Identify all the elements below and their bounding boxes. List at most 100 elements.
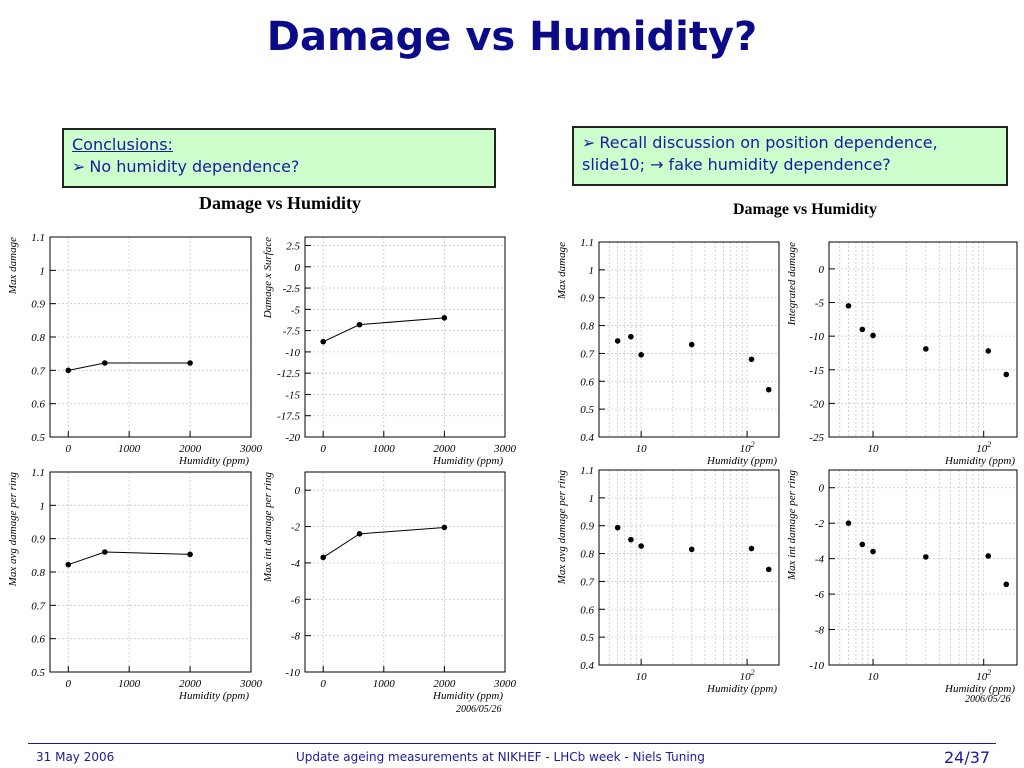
data-point	[845, 520, 852, 526]
data-point	[320, 338, 326, 345]
grid-lines	[828, 242, 1018, 438]
y-tick-label: 0.7	[31, 600, 45, 612]
x-tick-label: 3000	[239, 678, 263, 690]
data-point	[102, 549, 108, 555]
y-axis-title: Max damage	[556, 242, 568, 300]
data-point	[356, 321, 363, 328]
y-tick-label: 0.9	[580, 521, 594, 533]
y-tick-label: 1	[589, 265, 595, 277]
plot-frame	[598, 469, 780, 666]
y-tick-label: -4	[291, 558, 301, 570]
y-tick-label: -25	[809, 432, 824, 444]
x-axis-title: Humidity (ppm)	[178, 455, 249, 467]
data-point	[1003, 371, 1010, 378]
grid-lines	[828, 470, 1018, 666]
y-tick-label: 0.7	[580, 576, 594, 588]
right-group-title: Damage vs Humidity	[733, 201, 877, 218]
y-tick-label: 0.5	[31, 432, 45, 444]
data-point	[65, 367, 72, 374]
grid-lines	[305, 237, 506, 438]
y-tick-label: 1.1	[31, 467, 45, 479]
data-point	[638, 543, 644, 549]
plot-frame	[304, 471, 506, 673]
data-point	[748, 545, 755, 552]
y-tick-label: 0	[819, 264, 825, 276]
y-tick-label: 0	[819, 483, 825, 495]
x-tick-label: 10	[868, 443, 880, 455]
plot-frame	[304, 236, 506, 438]
left-group-title: Damage vs Humidity	[199, 193, 361, 213]
y-tick-label: 0.7	[31, 365, 45, 377]
x-tick-label: 1000	[373, 678, 396, 690]
chart-max-avg-damage-linear: 0.5 0.6 0.7 0.8 0.9 1 1.1 0 1000 2000 3000Humidity…	[7, 467, 263, 702]
y-tick-label: -12.5	[277, 368, 300, 380]
y-tick-label: -6	[291, 594, 301, 606]
data-point	[65, 561, 72, 568]
plot-frame	[828, 469, 1018, 666]
data-point	[628, 536, 634, 543]
y-tick-label: -8	[291, 631, 301, 643]
y-tick-label: 0.9	[580, 293, 594, 305]
x-axis-title: Humidity (ppm)	[944, 683, 1015, 695]
data-point	[748, 356, 755, 363]
conclusions-item: ➢ No humidity dependence?	[72, 156, 486, 178]
x-axis-title: Humidity (ppm)	[178, 690, 249, 702]
y-tick-label: -7.5	[283, 326, 301, 338]
data-point	[859, 326, 866, 333]
y-tick-label: -20	[809, 398, 824, 410]
x-tick-label: 2000	[179, 678, 202, 690]
data-point	[845, 303, 852, 309]
y-tick-label: 0.6	[580, 604, 594, 616]
data-point	[859, 541, 866, 548]
data-point	[187, 360, 193, 366]
data-point	[638, 352, 644, 358]
y-tick-label: 0.9	[31, 534, 45, 546]
recall-text-1: Recall discussion on position dependence…	[599, 133, 938, 152]
x-tick-label: 0	[66, 678, 72, 690]
data-point	[1003, 581, 1010, 588]
conclusions-box: Conclusions: ➢ No humidity dependence?	[62, 128, 496, 188]
y-tick-label: 1.1	[580, 237, 594, 249]
chart-damage-x-surface-linear: 2.5 0 -2.5 -5 -7.5 -10 -12.5 -15 -17.5 -20 0 1000 20…	[262, 236, 517, 467]
x-axis-title: Humidity (ppm)	[706, 683, 777, 695]
y-tick-label: 0.6	[580, 376, 594, 388]
data-point	[765, 566, 772, 573]
x-axis-title: Humidity (ppm)	[944, 455, 1015, 467]
y-tick-label: 0.8	[580, 549, 594, 561]
y-tick-label: -2	[291, 522, 301, 534]
data-point	[356, 531, 363, 537]
y-tick-label: 1	[589, 493, 595, 505]
arrow-bullet-icon: ➢	[72, 157, 86, 176]
y-tick-label: -20	[285, 432, 300, 444]
x-tick-label: 3000	[239, 443, 263, 455]
y-axis-title: Max avg damage per ring	[556, 470, 568, 586]
y-tick-label: 0.4	[580, 660, 594, 672]
footer-date: 31 May 2006	[36, 750, 115, 764]
conclusions-heading: Conclusions:	[72, 135, 173, 154]
data-point	[688, 546, 695, 553]
conclusions-text: No humidity dependence?	[89, 157, 300, 176]
slide-title: Damage vs Humidity?	[266, 14, 758, 60]
grid-lines	[50, 236, 252, 438]
y-axis-title: Integrated damage	[786, 242, 798, 327]
arrow-bullet-icon: ➢	[582, 133, 596, 152]
plot-frame	[828, 241, 1018, 438]
grid-lines	[50, 471, 252, 673]
data-point	[614, 338, 621, 344]
date-stamp-right: 2006/05/26	[965, 694, 1011, 705]
y-tick-label: 0.5	[580, 404, 594, 416]
y-tick-label: -17.5	[277, 411, 300, 423]
y-tick-label: 0.4	[580, 432, 594, 444]
x-axis-title: Humidity (ppm)	[432, 455, 503, 467]
x-tick-label: 102	[976, 668, 991, 683]
y-axis-title: Damage x Surface	[262, 237, 274, 319]
chart-max-damage-linear: 0.5 0.6 0.7 0.8 0.9 1 1.1 0 1000 2000 3000Humidity…	[7, 232, 263, 467]
data-point	[923, 554, 929, 560]
y-tick-label: -10	[809, 331, 824, 343]
y-tick-label: -2	[815, 518, 825, 530]
y-tick-label: 0.5	[31, 667, 45, 679]
recall-text-2: slide10; → fake humidity dependence?	[582, 155, 891, 174]
